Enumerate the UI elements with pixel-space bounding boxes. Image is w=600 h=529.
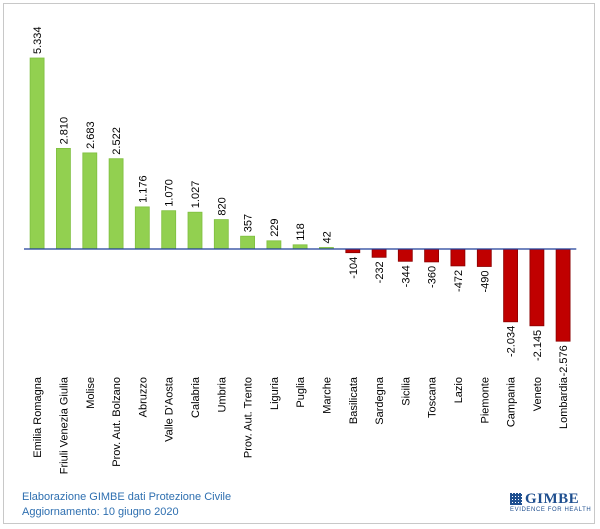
category-label: Lombardia (558, 376, 570, 429)
bar (503, 248, 519, 323)
gimbe-logo: GIMBE EVIDENCE FOR HEALTH (510, 491, 592, 518)
data-label: -472 (453, 270, 465, 292)
logo-wordmark: GIMBE (525, 491, 580, 507)
bar (56, 147, 71, 250)
bar (292, 244, 308, 250)
bar (371, 248, 387, 258)
category-label: Sicilia (400, 376, 412, 406)
category-label: Lazio (453, 377, 465, 403)
category-label: Abruzzo (137, 377, 149, 417)
data-label: -232 (374, 261, 386, 283)
bar (529, 248, 545, 327)
bar (555, 248, 571, 342)
bar (240, 235, 256, 250)
data-label: -360 (427, 266, 439, 288)
bar (187, 211, 203, 250)
update-line: Aggiornamento: 10 giugno 2020 (22, 506, 179, 518)
data-label: -344 (400, 265, 412, 287)
data-label: 229 (269, 218, 281, 236)
category-label: Liguria (269, 376, 281, 410)
chart-frame (3, 3, 595, 524)
bar (161, 210, 177, 250)
category-label: Campania (506, 376, 518, 427)
bar (108, 158, 124, 250)
logo-tagline: EVIDENCE FOR HEALTH (510, 507, 592, 513)
category-label: Sardegna (374, 376, 386, 425)
source-line: Elaborazione GIMBE dati Protezione Civil… (22, 491, 232, 503)
category-label: Piemonte (479, 377, 491, 423)
category-label: Veneto (532, 377, 544, 411)
category-label: Basilicata (348, 376, 360, 424)
bar (29, 57, 45, 250)
bar (82, 152, 98, 250)
bar (213, 219, 229, 250)
data-label: -2.145 (532, 330, 544, 361)
data-label: 2.683 (85, 121, 97, 149)
data-label: -104 (348, 257, 360, 279)
category-label: Friuli Venezia Giulia (58, 376, 70, 474)
data-label: 820 (216, 197, 228, 215)
data-label: -490 (479, 271, 491, 293)
category-label: Molise (85, 377, 97, 409)
data-label: 42 (321, 231, 333, 243)
gimbe-logo-mark (510, 493, 522, 505)
source-note: Elaborazione GIMBE dati Protezione Civil… (22, 490, 231, 520)
data-label: 5.334 (32, 26, 44, 54)
data-label: 118 (295, 223, 307, 241)
data-label: 357 (243, 214, 255, 232)
category-label: Toscana (427, 376, 439, 418)
data-label: 2.522 (111, 127, 123, 155)
category-label: Umbria (216, 376, 228, 412)
bar (266, 240, 282, 250)
data-label: -2.034 (506, 326, 518, 357)
data-label: 2.810 (58, 117, 70, 145)
category-label: Marche (321, 377, 333, 414)
bar (397, 248, 413, 262)
data-label: 1.176 (137, 175, 149, 203)
category-label: Emilia Romagna (32, 376, 44, 458)
category-label: Valle D'Aosta (164, 376, 176, 442)
data-label: 1.070 (164, 179, 176, 207)
category-label: Prov. Aut. Trento (243, 377, 255, 458)
category-label: Calabria (190, 376, 202, 418)
data-label: -2.576 (558, 345, 570, 376)
bar (476, 248, 492, 267)
bar (424, 248, 440, 263)
bar (134, 206, 150, 250)
category-label: Puglia (295, 376, 307, 407)
bar (450, 248, 466, 267)
category-label: Prov. Aut. Bolzano (111, 377, 123, 467)
data-label: 1.027 (190, 181, 202, 209)
